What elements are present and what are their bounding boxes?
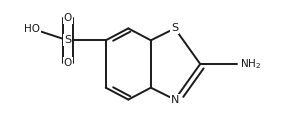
Text: N: N (171, 95, 179, 105)
Text: O: O (63, 58, 72, 68)
Text: NH$_2$: NH$_2$ (240, 57, 261, 71)
Text: O: O (63, 13, 72, 23)
Text: S: S (171, 23, 179, 33)
Text: S: S (64, 35, 71, 45)
Text: HO: HO (25, 24, 40, 34)
